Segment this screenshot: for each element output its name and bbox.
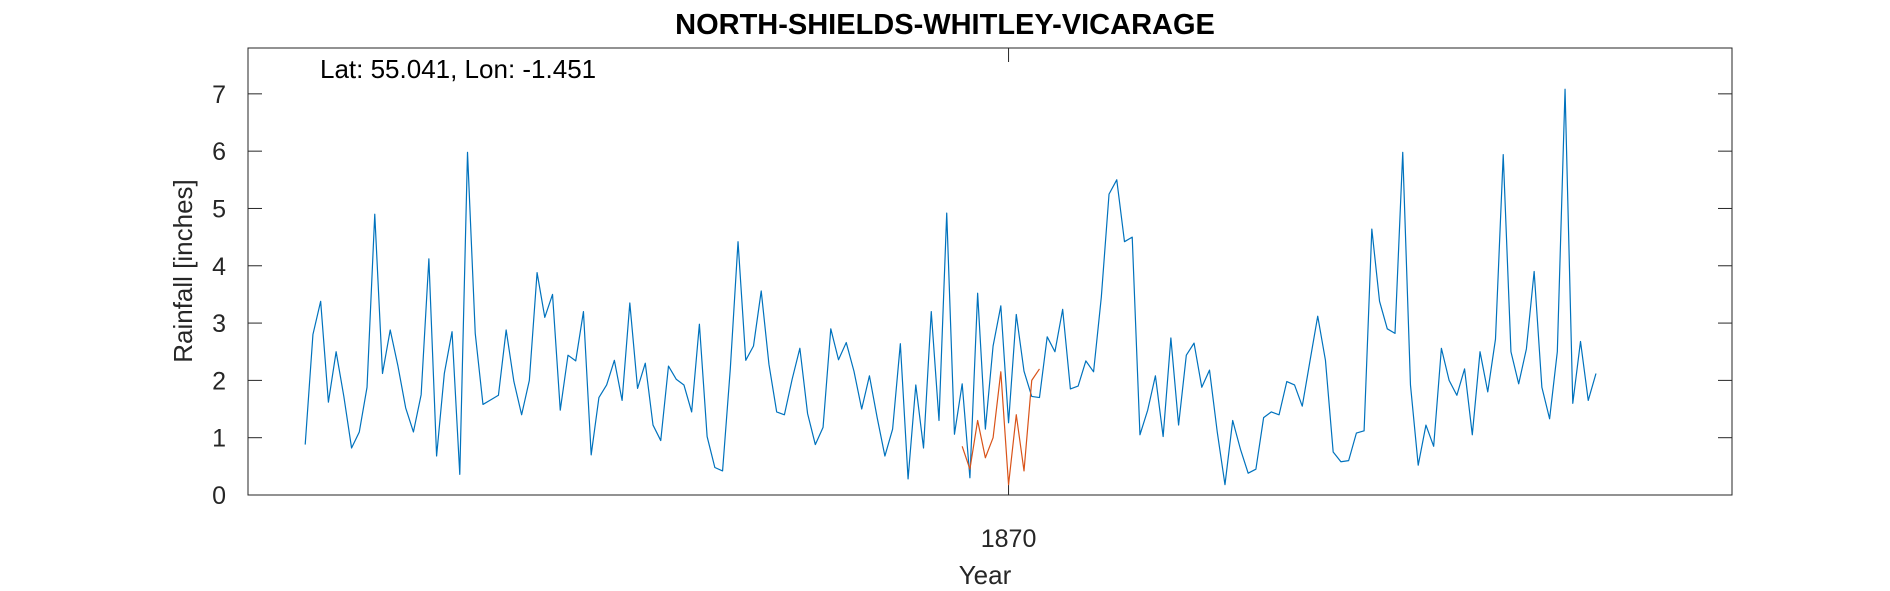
- location-annotation: Lat: 55.041, Lon: -1.451: [320, 54, 596, 84]
- y-tick-label: 3: [212, 310, 226, 338]
- y-tick-label: 1: [212, 425, 226, 453]
- y-tick-label: 7: [212, 81, 226, 109]
- y-axis-ticks: 0 1 2 3 4 5 6 7: [212, 81, 1732, 510]
- y-tick-label: 0: [212, 482, 226, 510]
- chart-title: NORTH-SHIELDS-WHITLEY-VICARAGE: [675, 9, 1215, 41]
- y-tick-label: 5: [212, 195, 226, 223]
- x-axis-label: Year: [959, 560, 1012, 590]
- series-line-1: [304, 88, 1597, 486]
- y-tick-label: 6: [212, 138, 226, 166]
- y-tick-label: 4: [212, 253, 226, 281]
- x-tick-label: 1870: [981, 525, 1037, 553]
- series-line-2: [961, 368, 1040, 486]
- y-axis-label: Rainfall [inches]: [168, 179, 198, 363]
- y-tick-label: 2: [212, 367, 226, 395]
- plot-area: [247, 47, 1733, 496]
- series-lines: [304, 88, 1597, 486]
